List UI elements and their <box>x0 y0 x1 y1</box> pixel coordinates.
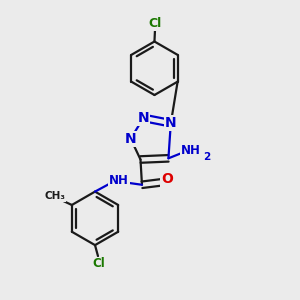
Text: N: N <box>165 116 177 130</box>
Text: 2: 2 <box>203 152 211 162</box>
Text: Cl: Cl <box>148 17 162 30</box>
Text: NH: NH <box>109 174 129 187</box>
Text: N: N <box>138 111 149 125</box>
Text: NH: NH <box>181 144 201 158</box>
Text: Cl: Cl <box>93 257 106 270</box>
Text: O: O <box>161 172 173 186</box>
Text: CH₃: CH₃ <box>45 191 66 201</box>
Text: N: N <box>125 132 136 146</box>
